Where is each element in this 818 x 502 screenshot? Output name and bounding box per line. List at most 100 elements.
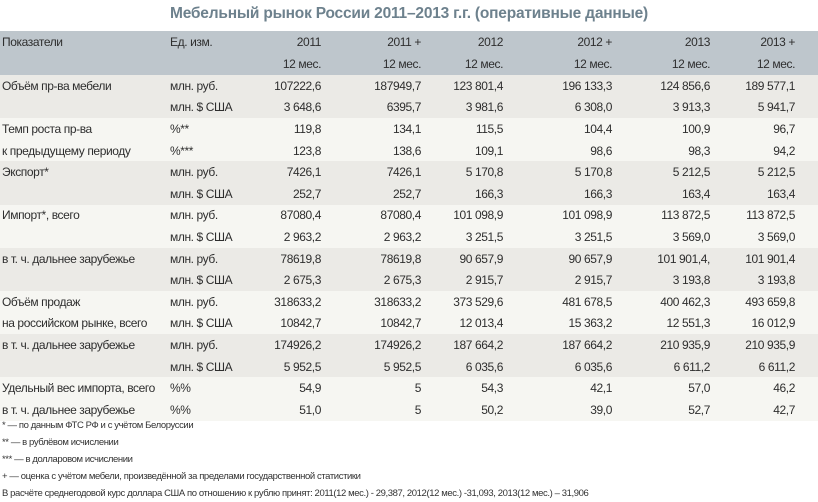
row-value: 78619,8 xyxy=(325,247,425,270)
row-value: 12 551,3 xyxy=(616,312,714,335)
row-label xyxy=(0,269,170,291)
row-value: 189 577,1 xyxy=(714,75,799,97)
row-value: 51,0 xyxy=(255,398,325,421)
row-value: 3 569,0 xyxy=(616,226,714,248)
row-value: 101 098,9 xyxy=(425,204,507,227)
row-label xyxy=(0,226,170,248)
table-row: в т. ч. дальнее зарубежье млн. руб. 174926… xyxy=(0,334,818,356)
row-label: Удельный вес импорта, всего xyxy=(0,377,170,399)
row-label xyxy=(0,96,170,119)
row-value: 5 xyxy=(325,398,425,421)
row-value: 187 664,2 xyxy=(507,334,616,356)
row-value: 2 963,2 xyxy=(255,226,325,248)
row-value: 196 133,3 xyxy=(507,75,616,97)
row-value: 166,3 xyxy=(425,182,507,205)
row-value: 2 915,7 xyxy=(507,269,616,291)
row-value: 6 035,6 xyxy=(507,355,616,378)
row-value: 6 611,2 xyxy=(616,355,714,378)
row-value: 104,4 xyxy=(507,118,616,140)
row-label xyxy=(0,355,170,378)
row-value: 101 901,4, xyxy=(616,247,714,270)
row-value: 6 611,2 xyxy=(714,355,799,378)
row-value: 5 170,8 xyxy=(425,161,507,183)
row-value: 7426,1 xyxy=(325,161,425,183)
row-value: 373 529,6 xyxy=(425,290,507,313)
row-value: 42,1 xyxy=(507,377,616,399)
header-unit: Ед. изм. xyxy=(170,31,255,53)
furniture-market-table: Показатели Ед. изм. 2011 2011 + 2012 201… xyxy=(0,31,818,421)
row-value: 12 013,4 xyxy=(425,312,507,335)
row-unit: млн. руб. xyxy=(170,247,255,270)
row-unit: млн. $ США xyxy=(170,96,255,119)
row-value: 252,7 xyxy=(255,182,325,205)
row-value: 42,7 xyxy=(714,398,799,421)
footnote: + — оценка с учётом мебели, произведённо… xyxy=(2,471,361,482)
table-row: в т. ч. дальнее зарубежье%% 51,0 5 50,2 39,0… xyxy=(0,398,818,421)
row-value: 7426,1 xyxy=(255,161,325,183)
row-value: 46,2 xyxy=(714,377,799,399)
table-row: Темп роста пр-ва %** 119,8 134,1 115,5 104,4 1… xyxy=(0,118,818,140)
table-row: млн. $ США 2 963,2 2 963,2 3 251,5 3 251,5 3 … xyxy=(0,226,818,248)
row-value: 481 678,5 xyxy=(507,290,616,313)
header-row: Показатели Ед. изм. 2011 2011 + 2012 201… xyxy=(0,31,818,53)
row-label: к предыдущему периоду xyxy=(0,139,170,162)
row-value: 5 952,5 xyxy=(255,355,325,378)
row-value: 2 675,3 xyxy=(325,269,425,291)
row-value: 166,3 xyxy=(507,182,616,205)
row-value: 5 212,5 xyxy=(616,161,714,183)
row-label: Объём пр-ва мебели xyxy=(0,75,170,97)
table-row: Импорт*, всего млн. руб. 87080,4 87080,4 101… xyxy=(0,204,818,227)
row-value: 3 193,8 xyxy=(616,269,714,291)
row-value: 100,9 xyxy=(616,118,714,140)
row-value: 50,2 xyxy=(425,398,507,421)
row-unit: млн. $ США xyxy=(170,355,255,378)
row-value: 2 675,3 xyxy=(255,269,325,291)
row-unit: млн. руб. xyxy=(170,204,255,227)
row-value: 3 251,5 xyxy=(507,226,616,248)
row-value: 400 462,3 xyxy=(616,290,714,313)
row-value: 101 098,9 xyxy=(507,204,616,227)
header-year: 2011 + xyxy=(325,31,425,53)
row-value: 52,7 xyxy=(616,398,714,421)
footnote: * — по данным ФТС РФ и с учётом Белорусс… xyxy=(2,420,194,431)
row-value: 124 856,6 xyxy=(616,75,714,97)
page-title: Мебельный рынок России 2011–2013 г.г. (о… xyxy=(170,5,648,22)
row-value: 2 915,7 xyxy=(425,269,507,291)
table-row: к предыдущему периоду %*** 123,8 138,6 109,1… xyxy=(0,139,818,162)
header-period: 12 мес. xyxy=(616,53,714,75)
row-value: 210 935,9 xyxy=(714,334,799,356)
row-value: 5 xyxy=(325,377,425,399)
row-unit: млн. руб. xyxy=(170,290,255,313)
row-unit: млн. руб. xyxy=(170,334,255,356)
row-value: 119,8 xyxy=(255,118,325,140)
row-value: 123 801,4 xyxy=(425,75,507,97)
row-value: 98,6 xyxy=(507,139,616,162)
row-value: 2 963,2 xyxy=(325,226,425,248)
row-unit: млн. $ США xyxy=(170,269,255,291)
row-value: 123,8 xyxy=(255,139,325,162)
row-unit: %*** xyxy=(170,139,255,162)
row-label: Экспорт* xyxy=(0,161,170,183)
row-value: 5 941,7 xyxy=(714,96,799,119)
row-value: 5 952,5 xyxy=(325,355,425,378)
header-year: 2012 xyxy=(425,31,507,53)
row-value: 318633,2 xyxy=(255,290,325,313)
row-unit: млн. $ США xyxy=(170,226,255,248)
table-row: млн. $ США 2 675,3 2 675,3 2 915,7 2 915,7 3 … xyxy=(0,269,818,291)
row-unit: %% xyxy=(170,398,255,421)
row-value: 3 913,3 xyxy=(616,96,714,119)
row-value: 174926,2 xyxy=(255,334,325,356)
header-year: 2013 xyxy=(616,31,714,53)
row-value: 5 212,5 xyxy=(714,161,799,183)
row-value: 493 659,8 xyxy=(714,290,799,313)
header-label: Показатели xyxy=(0,31,170,53)
header-year: 2012 + xyxy=(507,31,616,53)
row-value: 3 981,6 xyxy=(425,96,507,119)
table-row: млн. $ США 5 952,5 5 952,5 6 035,6 6 035,6 6 … xyxy=(0,355,818,378)
row-value: 113 872,5 xyxy=(616,204,714,227)
row-value: 10842,7 xyxy=(325,312,425,335)
row-value: 138,6 xyxy=(325,139,425,162)
row-value: 187 664,2 xyxy=(425,334,507,356)
row-unit: %% xyxy=(170,377,255,399)
row-value: 57,0 xyxy=(616,377,714,399)
